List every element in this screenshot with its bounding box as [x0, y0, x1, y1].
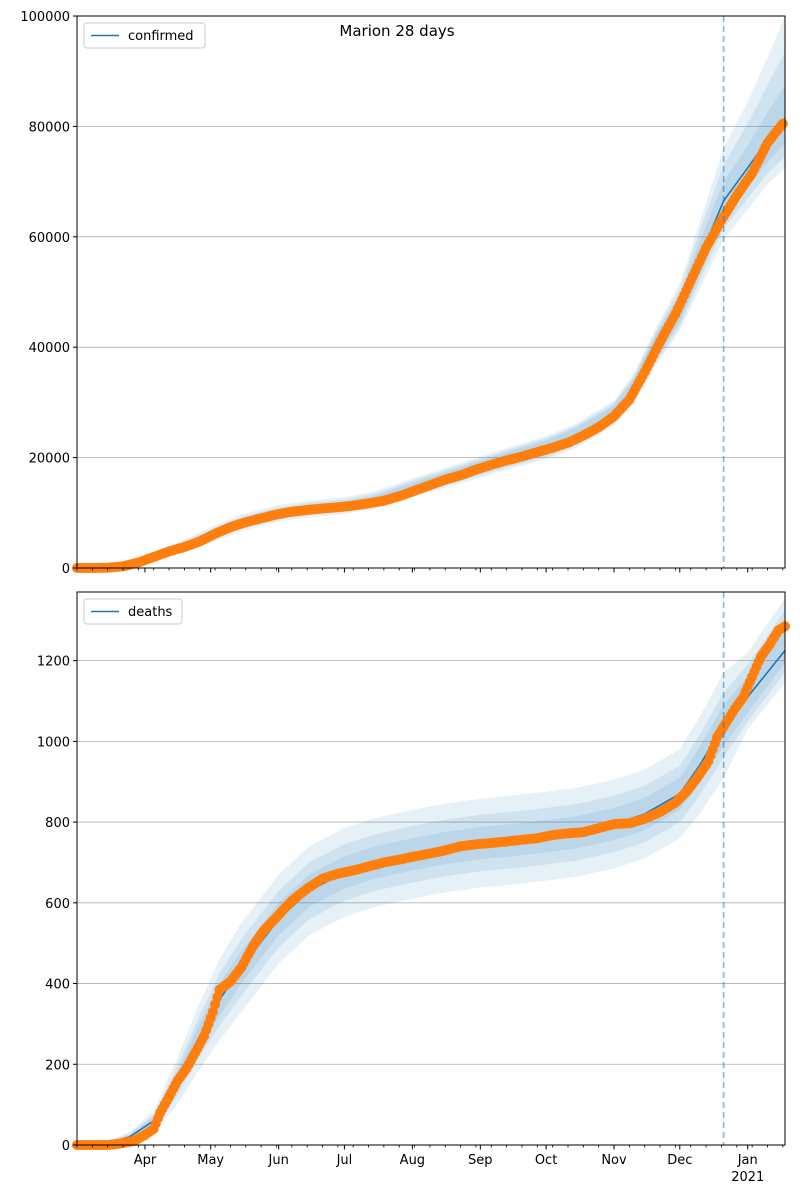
confirmed-fit-line — [76, 117, 786, 569]
figure-title: Marion 28 days — [339, 22, 454, 40]
deaths-y-tick-label: 400 — [45, 978, 70, 993]
deaths-confidence-band — [77, 610, 785, 1145]
deaths-confidence-band — [77, 598, 785, 1145]
x-tick-label: Jul — [336, 1153, 353, 1168]
confirmed-y-tick-label: 40000 — [29, 341, 70, 356]
confirmed-y-tick-label: 60000 — [29, 231, 70, 246]
x-tick-label: May — [197, 1153, 224, 1168]
deaths-y-tick-label: 800 — [45, 816, 70, 831]
x-tick-label: Sep — [468, 1153, 493, 1168]
x-tick-label: Jun — [268, 1153, 289, 1168]
deaths-y-tick-label: 600 — [45, 897, 70, 912]
x-tick-label: Nov — [601, 1153, 627, 1168]
confirmed-axes-frame — [76, 15, 786, 569]
deaths-axes-frame — [76, 591, 786, 1146]
deaths-legend-label: deaths — [128, 605, 173, 620]
deaths-y-tick-label: 1000 — [37, 735, 70, 750]
x-tick-label: Apr — [134, 1153, 157, 1168]
deaths-y-tick-label: 200 — [45, 1058, 70, 1073]
x-tick-label: Oct — [535, 1153, 557, 1168]
x-tick-label: Aug — [400, 1153, 425, 1168]
x-tick-sublabel: 2021 — [731, 1170, 764, 1185]
confirmed-y-tick-label: 100000 — [20, 10, 70, 25]
confirmed-legend-label: confirmed — [128, 29, 194, 44]
deaths-legend-box — [83, 598, 183, 625]
confirmed-y-tick-label: 20000 — [29, 452, 70, 467]
deaths-y-tick-label: 0 — [62, 1139, 70, 1154]
deaths-y-tick-label: 1200 — [37, 655, 70, 670]
confirmed-observed-point — [777, 118, 788, 129]
x-tick-label: Jan — [737, 1153, 758, 1168]
x-tick-label: Dec — [667, 1153, 692, 1168]
confirmed-y-tick-label: 80000 — [29, 120, 70, 135]
confirmed-panel: 0 20000 40000 60000 80000 100000 confirmed — [20, 10, 788, 577]
confirmed-legend-box — [83, 22, 206, 49]
confirmed-y-tick-label: 0 — [62, 562, 70, 577]
deaths-panel: 0 200 400 600 800 1000 1200 Apr May Jun Jul Aug Sep O… — [37, 591, 790, 1185]
